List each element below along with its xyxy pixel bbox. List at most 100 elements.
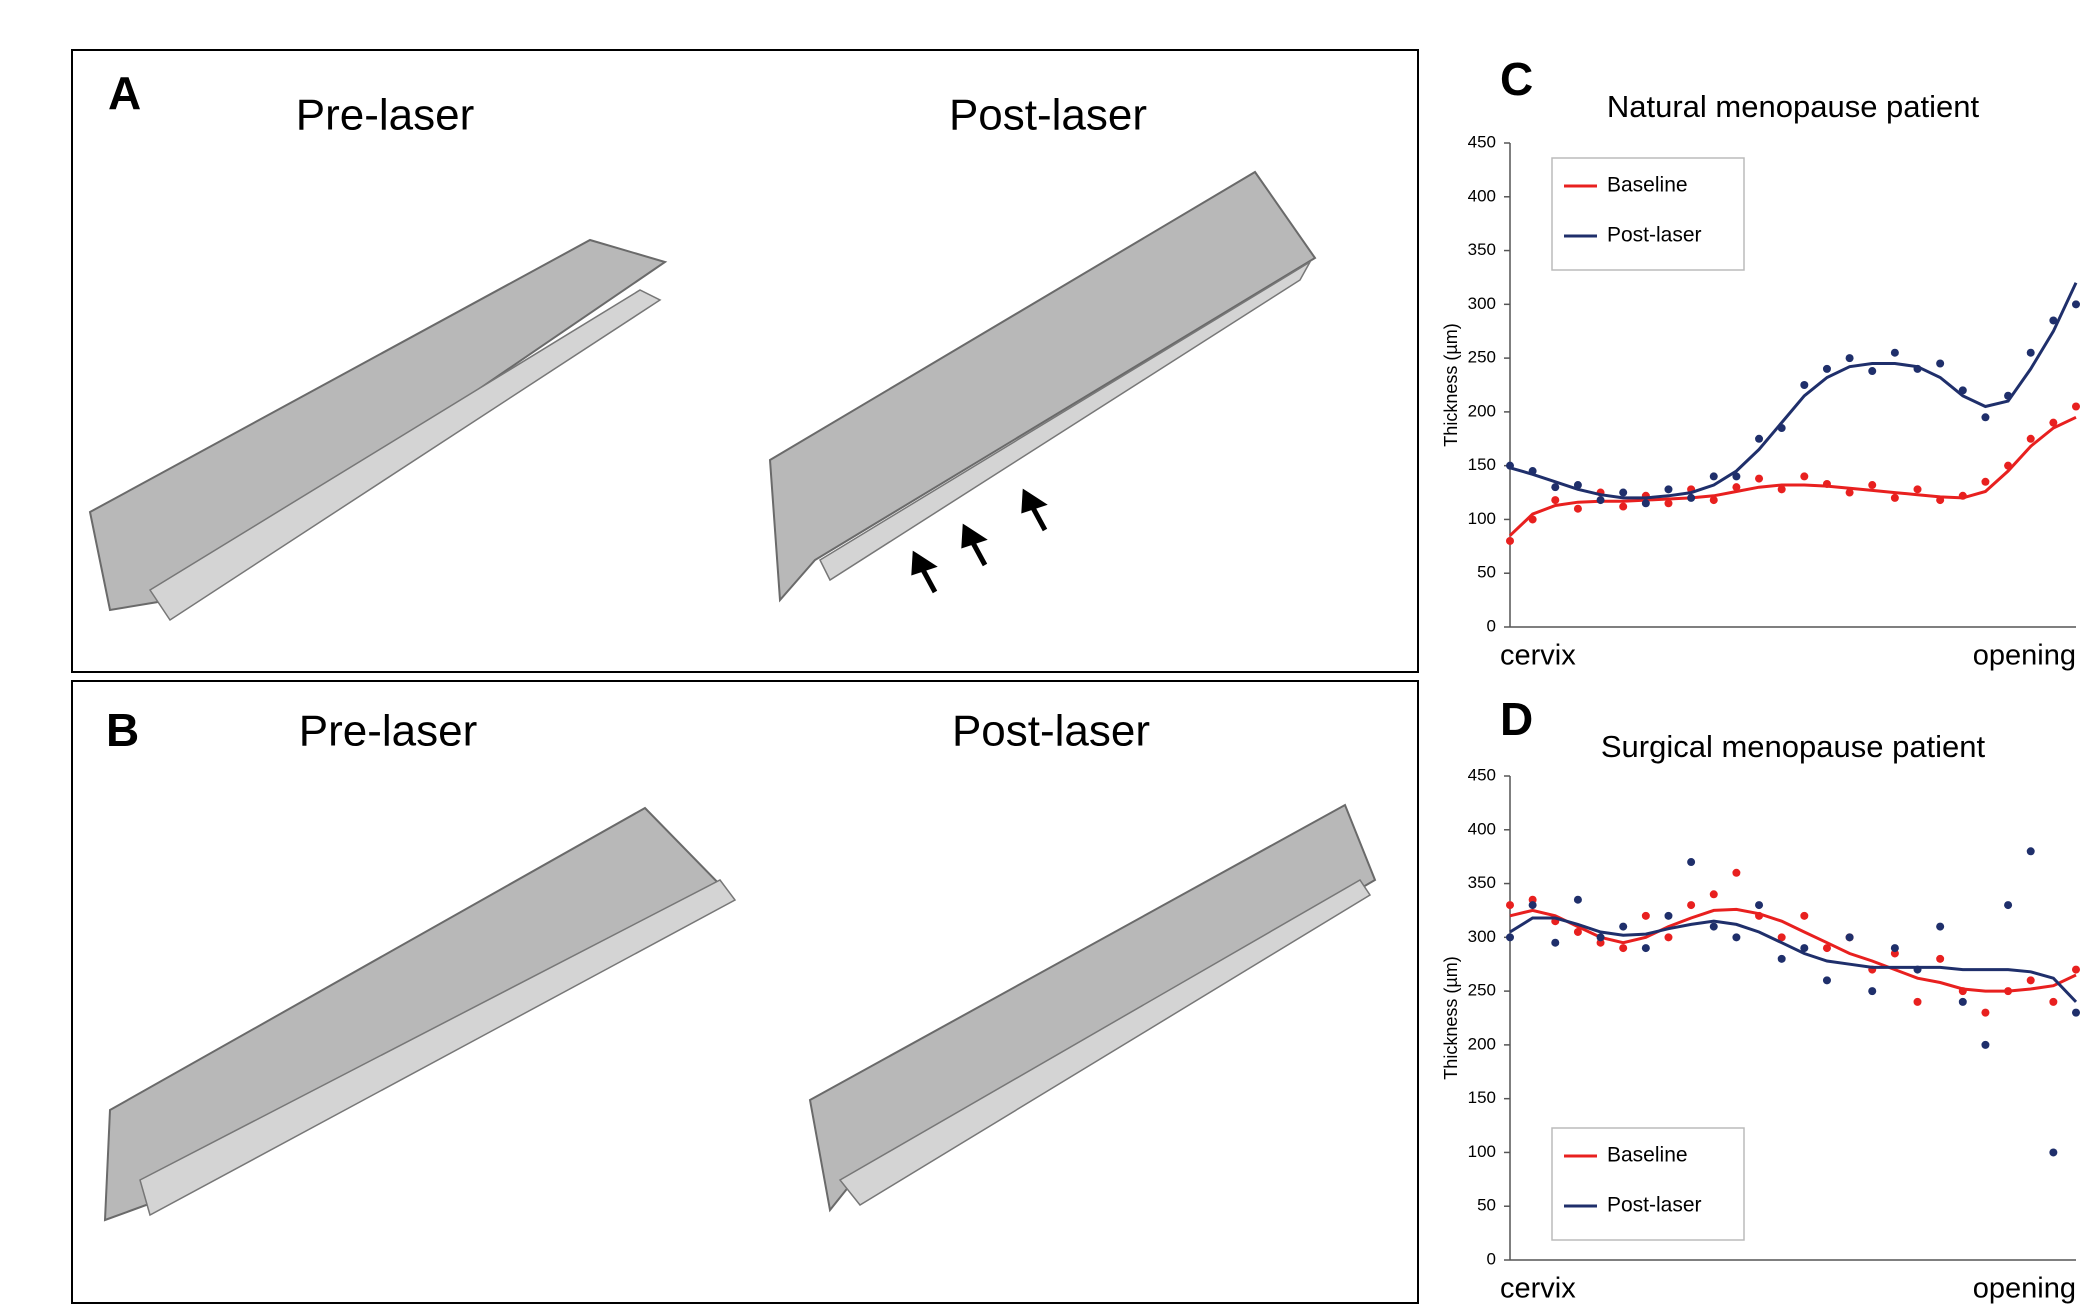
panel-label: A	[108, 67, 141, 119]
data-point	[1664, 933, 1673, 942]
fit-line	[1509, 282, 2078, 500]
y-tick-label: 50	[1477, 563, 1496, 582]
y-tick-label: 250	[1468, 981, 1496, 1000]
data-point	[1981, 477, 1990, 486]
data-point	[2072, 402, 2080, 411]
legend-box	[1551, 1127, 1745, 1241]
legend-label: Baseline	[1607, 1144, 1688, 1167]
fit-line	[1508, 415, 2077, 537]
data-point	[1641, 944, 1650, 953]
data-point	[1845, 488, 1854, 497]
data-point	[1755, 434, 1764, 443]
data-point	[1868, 481, 1877, 490]
data-point	[1800, 911, 1809, 920]
data-point	[1709, 472, 1718, 481]
data-point	[2072, 300, 2080, 309]
y-tick-label: 400	[1468, 819, 1496, 838]
y-tick-label: 0	[1487, 616, 1496, 635]
data-point	[1800, 381, 1809, 389]
data-point	[1687, 858, 1696, 867]
panel-label: D	[1500, 693, 1533, 745]
data-point	[2026, 348, 2035, 357]
data-point	[1777, 954, 1786, 963]
y-tick-label: 350	[1468, 873, 1496, 892]
data-point	[1573, 927, 1582, 936]
y-tick-label: 50	[1477, 1196, 1496, 1215]
data-point	[1755, 474, 1764, 483]
data-point	[1845, 354, 1854, 363]
data-point	[1890, 493, 1899, 502]
data-point	[2049, 1148, 2058, 1157]
data-point	[1551, 483, 1560, 492]
panel-title: Pre-laser	[299, 707, 478, 756]
data-point	[1868, 367, 1877, 376]
x-tick-label: cervix	[1500, 1273, 1576, 1305]
data-point	[2004, 901, 2013, 910]
chart-title: Natural menopause patient	[1607, 89, 1980, 124]
fit-line	[1509, 907, 2077, 993]
y-tick-label: 100	[1468, 1142, 1496, 1161]
data-point	[1619, 502, 1628, 511]
x-tick-label: opening	[1973, 640, 2076, 672]
data-point	[2072, 1008, 2080, 1017]
data-point	[1619, 944, 1628, 953]
y-tick-label: 150	[1468, 1088, 1496, 1107]
data-point	[1641, 911, 1650, 920]
data-point	[1551, 938, 1560, 947]
panel-title: Post-laser	[949, 91, 1147, 140]
y-tick-label: 150	[1468, 455, 1496, 474]
panel-label: C	[1500, 53, 1533, 105]
panel-label: B	[106, 704, 139, 756]
data-point	[1506, 536, 1514, 545]
data-point	[1732, 472, 1741, 481]
y-axis-label: Thickness (µm)	[1441, 956, 1461, 1079]
data-point	[1800, 472, 1809, 481]
data-point	[1732, 868, 1741, 877]
data-point	[1777, 485, 1786, 494]
data-point	[1890, 348, 1899, 357]
y-tick-label: 0	[1487, 1249, 1496, 1268]
data-point	[1709, 496, 1718, 505]
data-point	[1528, 901, 1537, 910]
arrows	[911, 488, 1048, 594]
data-point	[2049, 316, 2058, 325]
data-point	[1573, 481, 1582, 490]
data-point	[1596, 496, 1605, 505]
data-point	[1687, 901, 1696, 910]
data-point	[1913, 997, 1922, 1006]
legend-label: Post-laser	[1607, 1194, 1702, 1217]
y-tick-label: 450	[1468, 132, 1496, 151]
data-point	[1981, 1040, 1990, 1049]
data-point	[1981, 1008, 1990, 1017]
legend-box	[1551, 157, 1745, 271]
data-point	[1619, 488, 1628, 497]
data-point	[1596, 933, 1605, 942]
data-point	[1822, 364, 1831, 373]
y-tick-label: 100	[1468, 509, 1496, 528]
data-point	[1868, 987, 1877, 996]
fit-line	[1509, 916, 2078, 1003]
data-point	[1800, 944, 1809, 953]
data-point	[1619, 922, 1628, 931]
y-tick-label: 450	[1468, 765, 1496, 784]
data-point	[1981, 413, 1990, 422]
x-tick-label: cervix	[1500, 640, 1576, 672]
data-point	[1506, 901, 1514, 910]
y-tick-label: 200	[1468, 401, 1496, 420]
data-point	[1936, 954, 1945, 963]
panel-a-frame	[71, 49, 1419, 673]
y-tick-label: 250	[1468, 348, 1496, 367]
data-point	[2026, 847, 2035, 856]
y-tick-label: 300	[1468, 927, 1496, 946]
data-point	[1687, 493, 1696, 502]
data-point	[2049, 997, 2058, 1006]
data-point	[1732, 483, 1741, 492]
data-point	[2026, 434, 2035, 443]
data-point	[1573, 895, 1582, 904]
chart-title: Surgical menopause patient	[1601, 729, 1986, 764]
data-point	[1890, 944, 1899, 953]
y-tick-label: 400	[1468, 186, 1496, 205]
panel-title: Pre-laser	[296, 91, 475, 140]
data-point	[1709, 890, 1718, 899]
